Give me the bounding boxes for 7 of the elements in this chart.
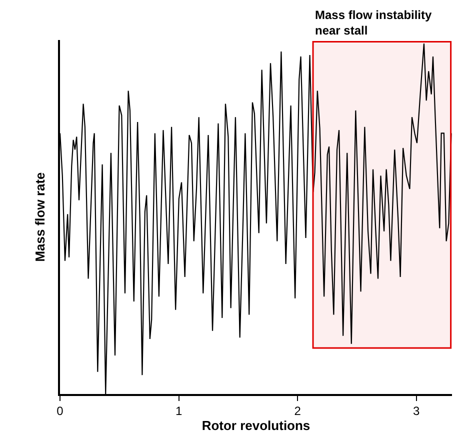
x-tick-label: 1 [175, 404, 182, 418]
x-tick-label: 3 [413, 404, 420, 418]
y-axis-title: Mass flow rate [32, 172, 48, 262]
x-tick-label: 0 [56, 404, 64, 418]
x-axis-title: Rotor revolutions [202, 418, 310, 434]
band-label: Mass flow instability near stall [315, 8, 432, 38]
x-tick-label: 2 [294, 404, 302, 418]
